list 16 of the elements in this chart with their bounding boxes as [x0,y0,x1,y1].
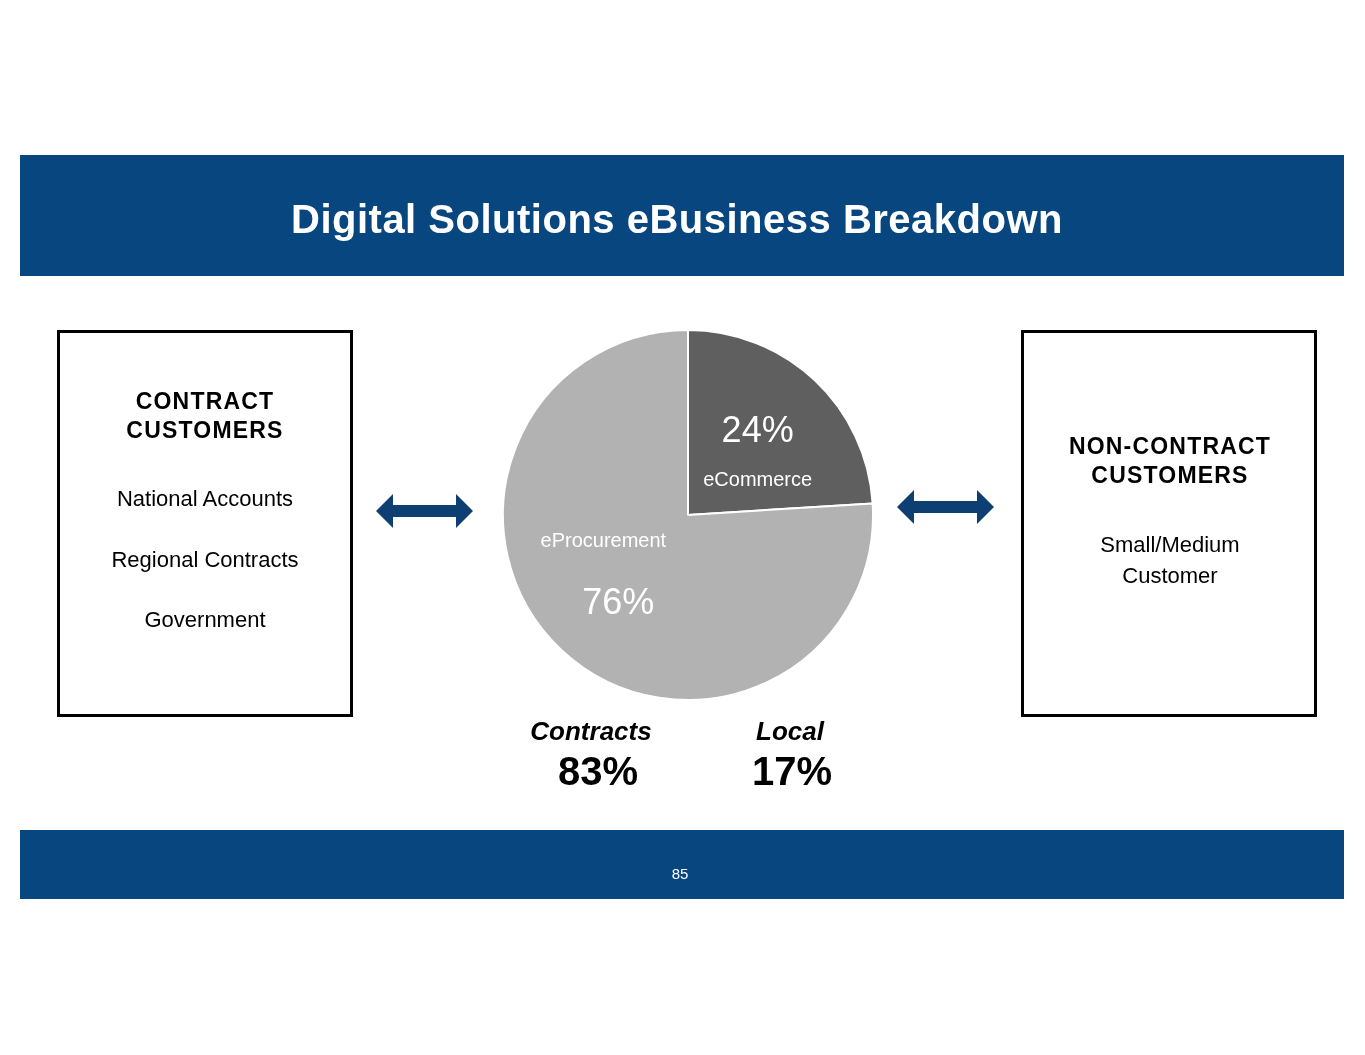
text: Small/Medium Customer [1099,531,1241,590]
text: Regional Contracts [111,547,299,573]
slice-label: eProcurement [540,528,667,551]
text: Contracts [530,715,652,747]
slice-label: eCommerce [703,468,813,491]
text: 17% [751,748,833,794]
text: National Accounts [116,486,294,512]
chart-title: Digital Solutions eBusiness Breakdown [291,196,1063,242]
data-label: 24% [721,408,794,450]
text: 83% [557,748,639,794]
text: CONTRACT CUSTOMERS [125,387,285,445]
text: Local [756,715,824,747]
text: NON-CONTRACT CUSTOMERS [1067,432,1273,490]
text: 85 [671,864,689,882]
text: Government [144,607,266,633]
data-label: 76% [582,581,655,623]
